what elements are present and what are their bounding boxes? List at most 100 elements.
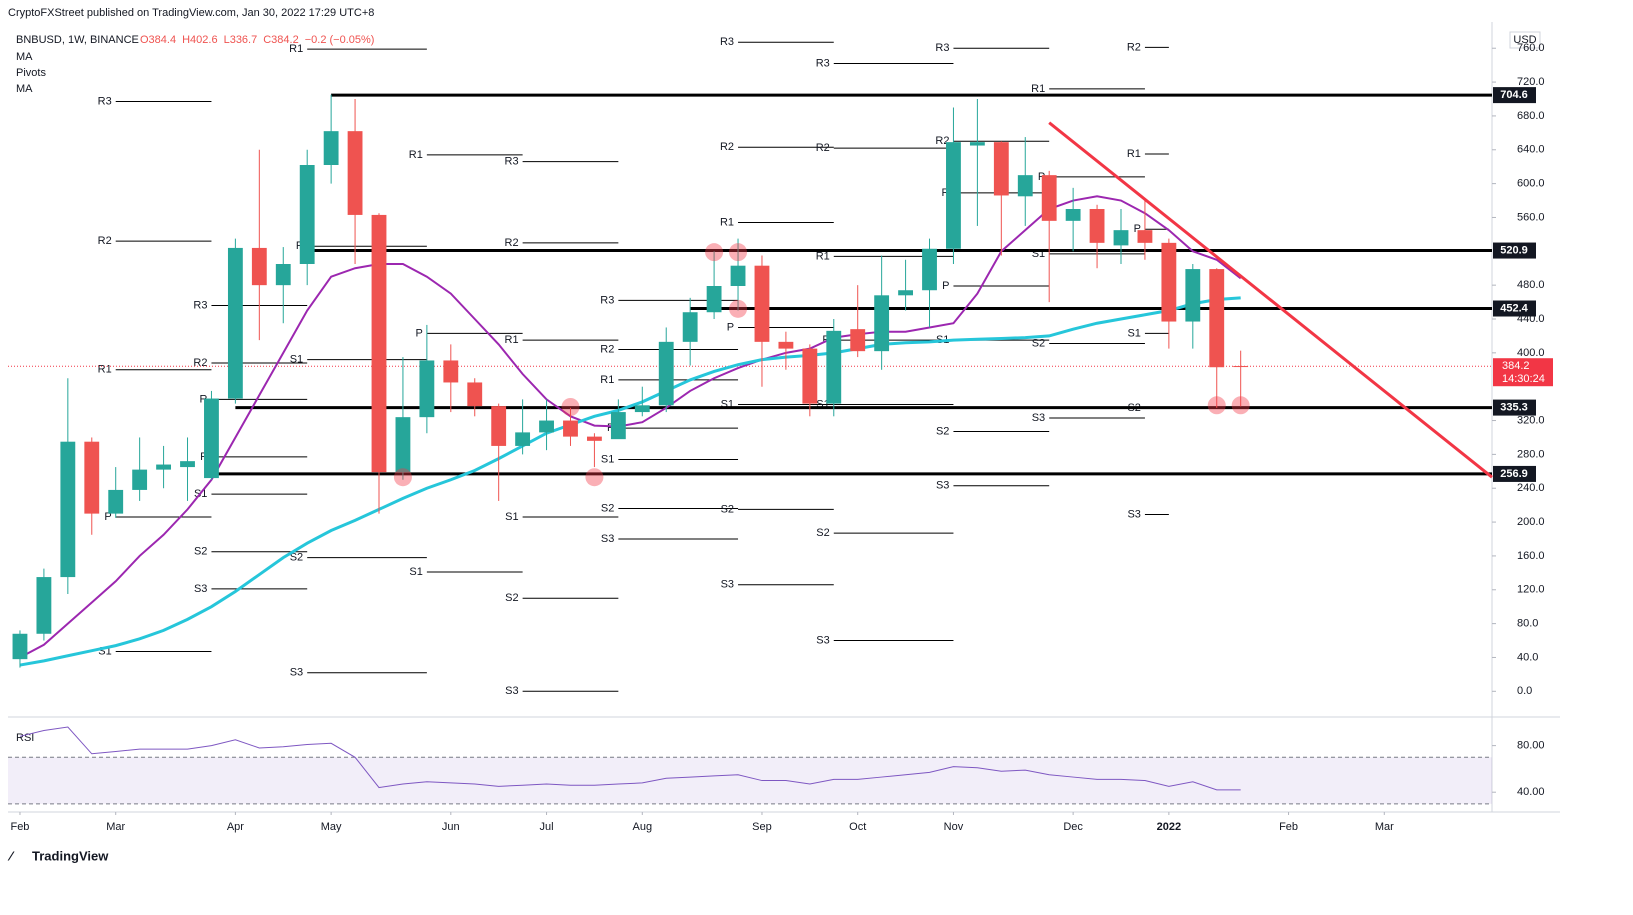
candle-body [539, 420, 554, 433]
highlight [729, 243, 748, 262]
highlight [393, 468, 412, 487]
currency: USD [1513, 34, 1536, 46]
candle-body [634, 405, 650, 413]
pivot-label: R3 [720, 36, 734, 48]
rsi-band [8, 757, 1492, 804]
pivot-label: S1 [409, 566, 422, 578]
moving-average [19, 296, 1241, 667]
pivot-label: R2 [193, 357, 207, 369]
ohlc-label: C384.2 [263, 34, 298, 46]
rsi-y-tick-label: 80.00 [1517, 740, 1545, 752]
pivot-label: S3 [290, 667, 303, 679]
x-tick-label: Mar [106, 821, 125, 833]
pivot-label: R2 [720, 141, 734, 153]
pivot-label: R1 [600, 374, 614, 386]
pivot-label: R2 [1127, 41, 1141, 53]
symbol: BNBUSD, 1W, BINANCE [16, 34, 139, 46]
highlight [1207, 396, 1226, 415]
pivot-label: S2 [721, 503, 734, 515]
y-tick-label: 400.0 [1517, 347, 1545, 359]
candle-body [1017, 175, 1033, 197]
candle-body [778, 341, 794, 349]
level-tag [1493, 242, 1536, 259]
y-tick-label: 720.0 [1517, 76, 1545, 88]
candle-body [156, 464, 172, 470]
indicator-legend: MA [16, 51, 33, 63]
y-tick-label: 0.0 [1517, 685, 1532, 697]
pivot-label: R1 [98, 364, 112, 376]
candle-body [586, 436, 602, 441]
pivot-label: S3 [816, 634, 829, 646]
candle-body [323, 131, 339, 165]
ohlc-label: O384.4 [140, 34, 176, 46]
candle-body [299, 165, 315, 264]
pivot-label: P [200, 451, 207, 463]
footer: TradingView [32, 848, 109, 863]
candle-body [563, 420, 578, 437]
candle-body [132, 469, 148, 490]
pivot-label: R1 [505, 334, 519, 346]
pivot-label: S2 [290, 552, 303, 564]
candle-body [275, 264, 291, 286]
x-tick-label: Feb [10, 821, 29, 833]
last-price-tag [1493, 358, 1553, 387]
y-tick-label: 480.0 [1517, 279, 1545, 291]
candle-body [84, 441, 100, 514]
y-tick-label: 320.0 [1517, 414, 1545, 426]
x-tick-label: Oct [849, 821, 866, 833]
pivot-label: P [1134, 223, 1141, 235]
pivots-legend: Pivots [16, 67, 46, 79]
pivot-label: P [727, 321, 734, 333]
x-tick-label: Apr [227, 821, 244, 833]
candle-body [227, 247, 243, 399]
pivot-label: R1 [1031, 83, 1045, 95]
ohlc-label: L336.7 [224, 34, 258, 46]
highlight [729, 299, 748, 318]
candle-body [1137, 230, 1153, 243]
candle-body [180, 461, 195, 468]
pivot-label: R3 [816, 57, 830, 69]
candle-body [850, 329, 866, 352]
candle-body [1209, 269, 1225, 368]
candle-body [1161, 242, 1177, 322]
y-tick-label: 120.0 [1517, 584, 1545, 596]
level-tag [1493, 399, 1536, 416]
candle-body [1113, 230, 1129, 246]
candle-body [515, 432, 531, 446]
pivot-label: R2 [816, 142, 830, 154]
candle-body [826, 330, 842, 404]
pivot-label: S3 [721, 579, 734, 591]
rsi-line [19, 726, 1241, 791]
rsi-y-tick-label: 40.00 [1517, 786, 1545, 798]
pivot-label: P [607, 422, 614, 434]
pivot-label: S2 [1032, 337, 1045, 349]
pivot-label: R1 [1127, 148, 1141, 160]
pivot-label: S3 [505, 685, 518, 697]
level-tag-label: 520.9 [1500, 244, 1528, 256]
x-tick-label: Mar [1375, 821, 1394, 833]
pivot-label: R1 [409, 149, 423, 161]
candle-body [1041, 175, 1057, 221]
pivot-label: S2 [194, 546, 207, 558]
candle-body [467, 382, 483, 407]
y-tick-label: 560.0 [1517, 211, 1545, 223]
pivot-label: P [1038, 171, 1045, 183]
candle-body [395, 417, 411, 473]
candle-body [491, 406, 507, 446]
candle-body [922, 248, 937, 291]
x-tick-label: 2022 [1157, 821, 1181, 833]
candle-body [1185, 269, 1201, 322]
pivot-label: S1 [290, 354, 303, 366]
x-tick-label: Aug [633, 821, 653, 833]
candle-body [874, 295, 890, 352]
level-tag-label: 256.9 [1500, 468, 1528, 480]
highlight [561, 398, 580, 416]
candle-body [802, 348, 818, 404]
pivot-label: P [296, 240, 303, 252]
candle-body [251, 247, 267, 286]
pivot-label: S1 [1127, 327, 1140, 339]
candle-body [946, 142, 961, 249]
x-tick-label: Jun [442, 821, 460, 833]
